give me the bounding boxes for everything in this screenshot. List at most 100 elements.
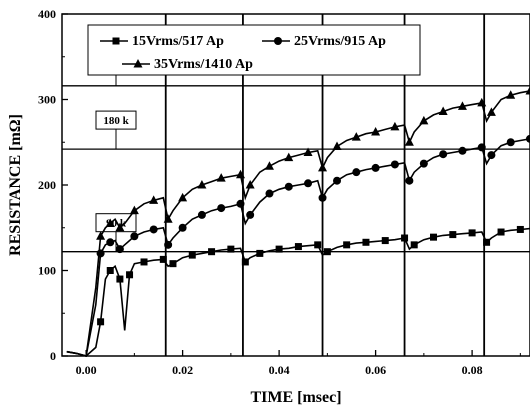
data-point-triangle bbox=[236, 169, 246, 179]
data-point-circle bbox=[217, 204, 226, 213]
data-point-circle bbox=[115, 245, 124, 254]
data-point-triangle bbox=[419, 115, 429, 125]
legend-label-square: 15Vrms/517 Ap bbox=[132, 34, 224, 49]
data-point-triangle bbox=[332, 141, 342, 151]
data-point-circle bbox=[236, 199, 245, 208]
data-point-triangle bbox=[390, 121, 400, 131]
x-tick-label: 0.06 bbox=[365, 363, 386, 377]
reference-label-box-1 bbox=[95, 110, 137, 130]
data-point-triangle bbox=[371, 126, 381, 136]
data-point-circle bbox=[333, 176, 342, 185]
data-point-triangle bbox=[264, 161, 274, 170]
series-line-square bbox=[66, 227, 530, 357]
data-point-circle bbox=[130, 232, 139, 241]
data-point-circle bbox=[149, 225, 158, 234]
data-point-square bbox=[323, 248, 331, 256]
data-point-square bbox=[516, 225, 524, 233]
x-tick-label: 0.00 bbox=[76, 363, 97, 377]
data-point-circle bbox=[265, 189, 274, 198]
data-point-triangle bbox=[438, 106, 448, 115]
data-point-triangle bbox=[506, 90, 516, 99]
data-point-square bbox=[449, 231, 457, 239]
data-point-square bbox=[343, 241, 351, 249]
data-point-circle bbox=[304, 179, 313, 188]
data-point-square bbox=[294, 243, 302, 251]
series-circle bbox=[66, 134, 530, 357]
data-point-circle bbox=[439, 150, 448, 159]
data-point-square bbox=[116, 275, 124, 283]
data-point-circle bbox=[197, 210, 206, 219]
legend: 15Vrms/517 Ap 25Vrms/915 Ap 35Vrms/1410 Ap bbox=[87, 24, 421, 76]
data-point-triangle bbox=[284, 152, 294, 162]
legend-marker-triangle bbox=[133, 59, 143, 68]
data-point-circle bbox=[284, 182, 293, 191]
data-point-triangle bbox=[457, 101, 467, 110]
legend-label-triangle: 35Vrms/1410 Ap bbox=[154, 57, 253, 72]
y-tick-label: 100 bbox=[38, 264, 56, 278]
data-point-circle bbox=[371, 163, 380, 172]
data-point-triangle bbox=[178, 192, 188, 202]
data-point-circle bbox=[390, 160, 399, 169]
data-point-square bbox=[381, 237, 389, 245]
data-point-triangle bbox=[96, 231, 106, 240]
data-point-circle bbox=[246, 210, 255, 219]
data-point-square bbox=[126, 271, 134, 279]
data-point-triangle bbox=[525, 85, 530, 95]
x-tick-label: 0.04 bbox=[269, 363, 290, 377]
data-point-square bbox=[208, 248, 216, 256]
data-point-square bbox=[241, 258, 249, 266]
data-point-circle bbox=[96, 249, 105, 258]
data-point-triangle bbox=[216, 173, 226, 182]
data-point-square bbox=[188, 251, 196, 259]
data-point-circle bbox=[487, 151, 496, 160]
data-point-circle bbox=[526, 134, 530, 143]
data-point-circle bbox=[405, 176, 414, 185]
data-point-square bbox=[430, 233, 438, 241]
series-triangle bbox=[66, 85, 530, 358]
reference-label-1: 180 k bbox=[103, 115, 129, 127]
legend-box bbox=[87, 24, 421, 76]
data-point-triangle bbox=[477, 97, 487, 107]
series-square bbox=[66, 225, 530, 357]
data-point-circle bbox=[477, 143, 486, 152]
data-point-square bbox=[410, 241, 418, 249]
data-point-square bbox=[140, 258, 148, 266]
data-point-circle bbox=[318, 193, 327, 202]
x-tick-label: 0.02 bbox=[172, 363, 193, 377]
data-point-square bbox=[275, 245, 283, 253]
data-point-square bbox=[362, 238, 370, 246]
data-point-triangle bbox=[115, 222, 125, 232]
y-axis: 0 100 200 300 400 bbox=[38, 7, 68, 363]
data-point-circle bbox=[506, 138, 515, 147]
data-point-square bbox=[159, 255, 167, 263]
data-point-triangle bbox=[105, 218, 115, 227]
y-tick-label: 300 bbox=[38, 93, 56, 107]
data-point-square bbox=[256, 249, 264, 257]
data-point-triangle bbox=[404, 137, 414, 146]
data-point-triangle bbox=[318, 162, 328, 172]
data-point-square bbox=[97, 318, 105, 326]
data-point-square bbox=[483, 238, 491, 246]
data-point-square bbox=[169, 260, 177, 268]
y-tick-label: 200 bbox=[38, 178, 56, 192]
data-point-triangle bbox=[197, 180, 207, 189]
x-axis: 0.00 0.02 0.04 0.06 0.08 bbox=[76, 350, 521, 377]
legend-label-circle: 25Vrms/915 Ap bbox=[294, 34, 386, 49]
legend-marker-square bbox=[112, 37, 120, 45]
data-point-circle bbox=[458, 146, 467, 155]
y-axis-title: RESISTANCE [mΩ] bbox=[7, 114, 24, 256]
y-tick-label: 400 bbox=[38, 7, 56, 21]
data-point-square bbox=[314, 241, 322, 249]
series-layer bbox=[66, 85, 530, 358]
data-point-triangle bbox=[486, 107, 496, 116]
data-point-circle bbox=[164, 240, 173, 249]
x-axis-title: TIME [msec] bbox=[250, 389, 341, 406]
data-point-triangle bbox=[303, 147, 313, 157]
data-point-circle bbox=[106, 238, 115, 247]
data-point-square bbox=[401, 234, 409, 242]
x-tick-label: 0.08 bbox=[462, 363, 483, 377]
data-point-square bbox=[497, 228, 505, 236]
data-point-triangle bbox=[129, 205, 139, 215]
data-point-circle bbox=[352, 168, 361, 177]
